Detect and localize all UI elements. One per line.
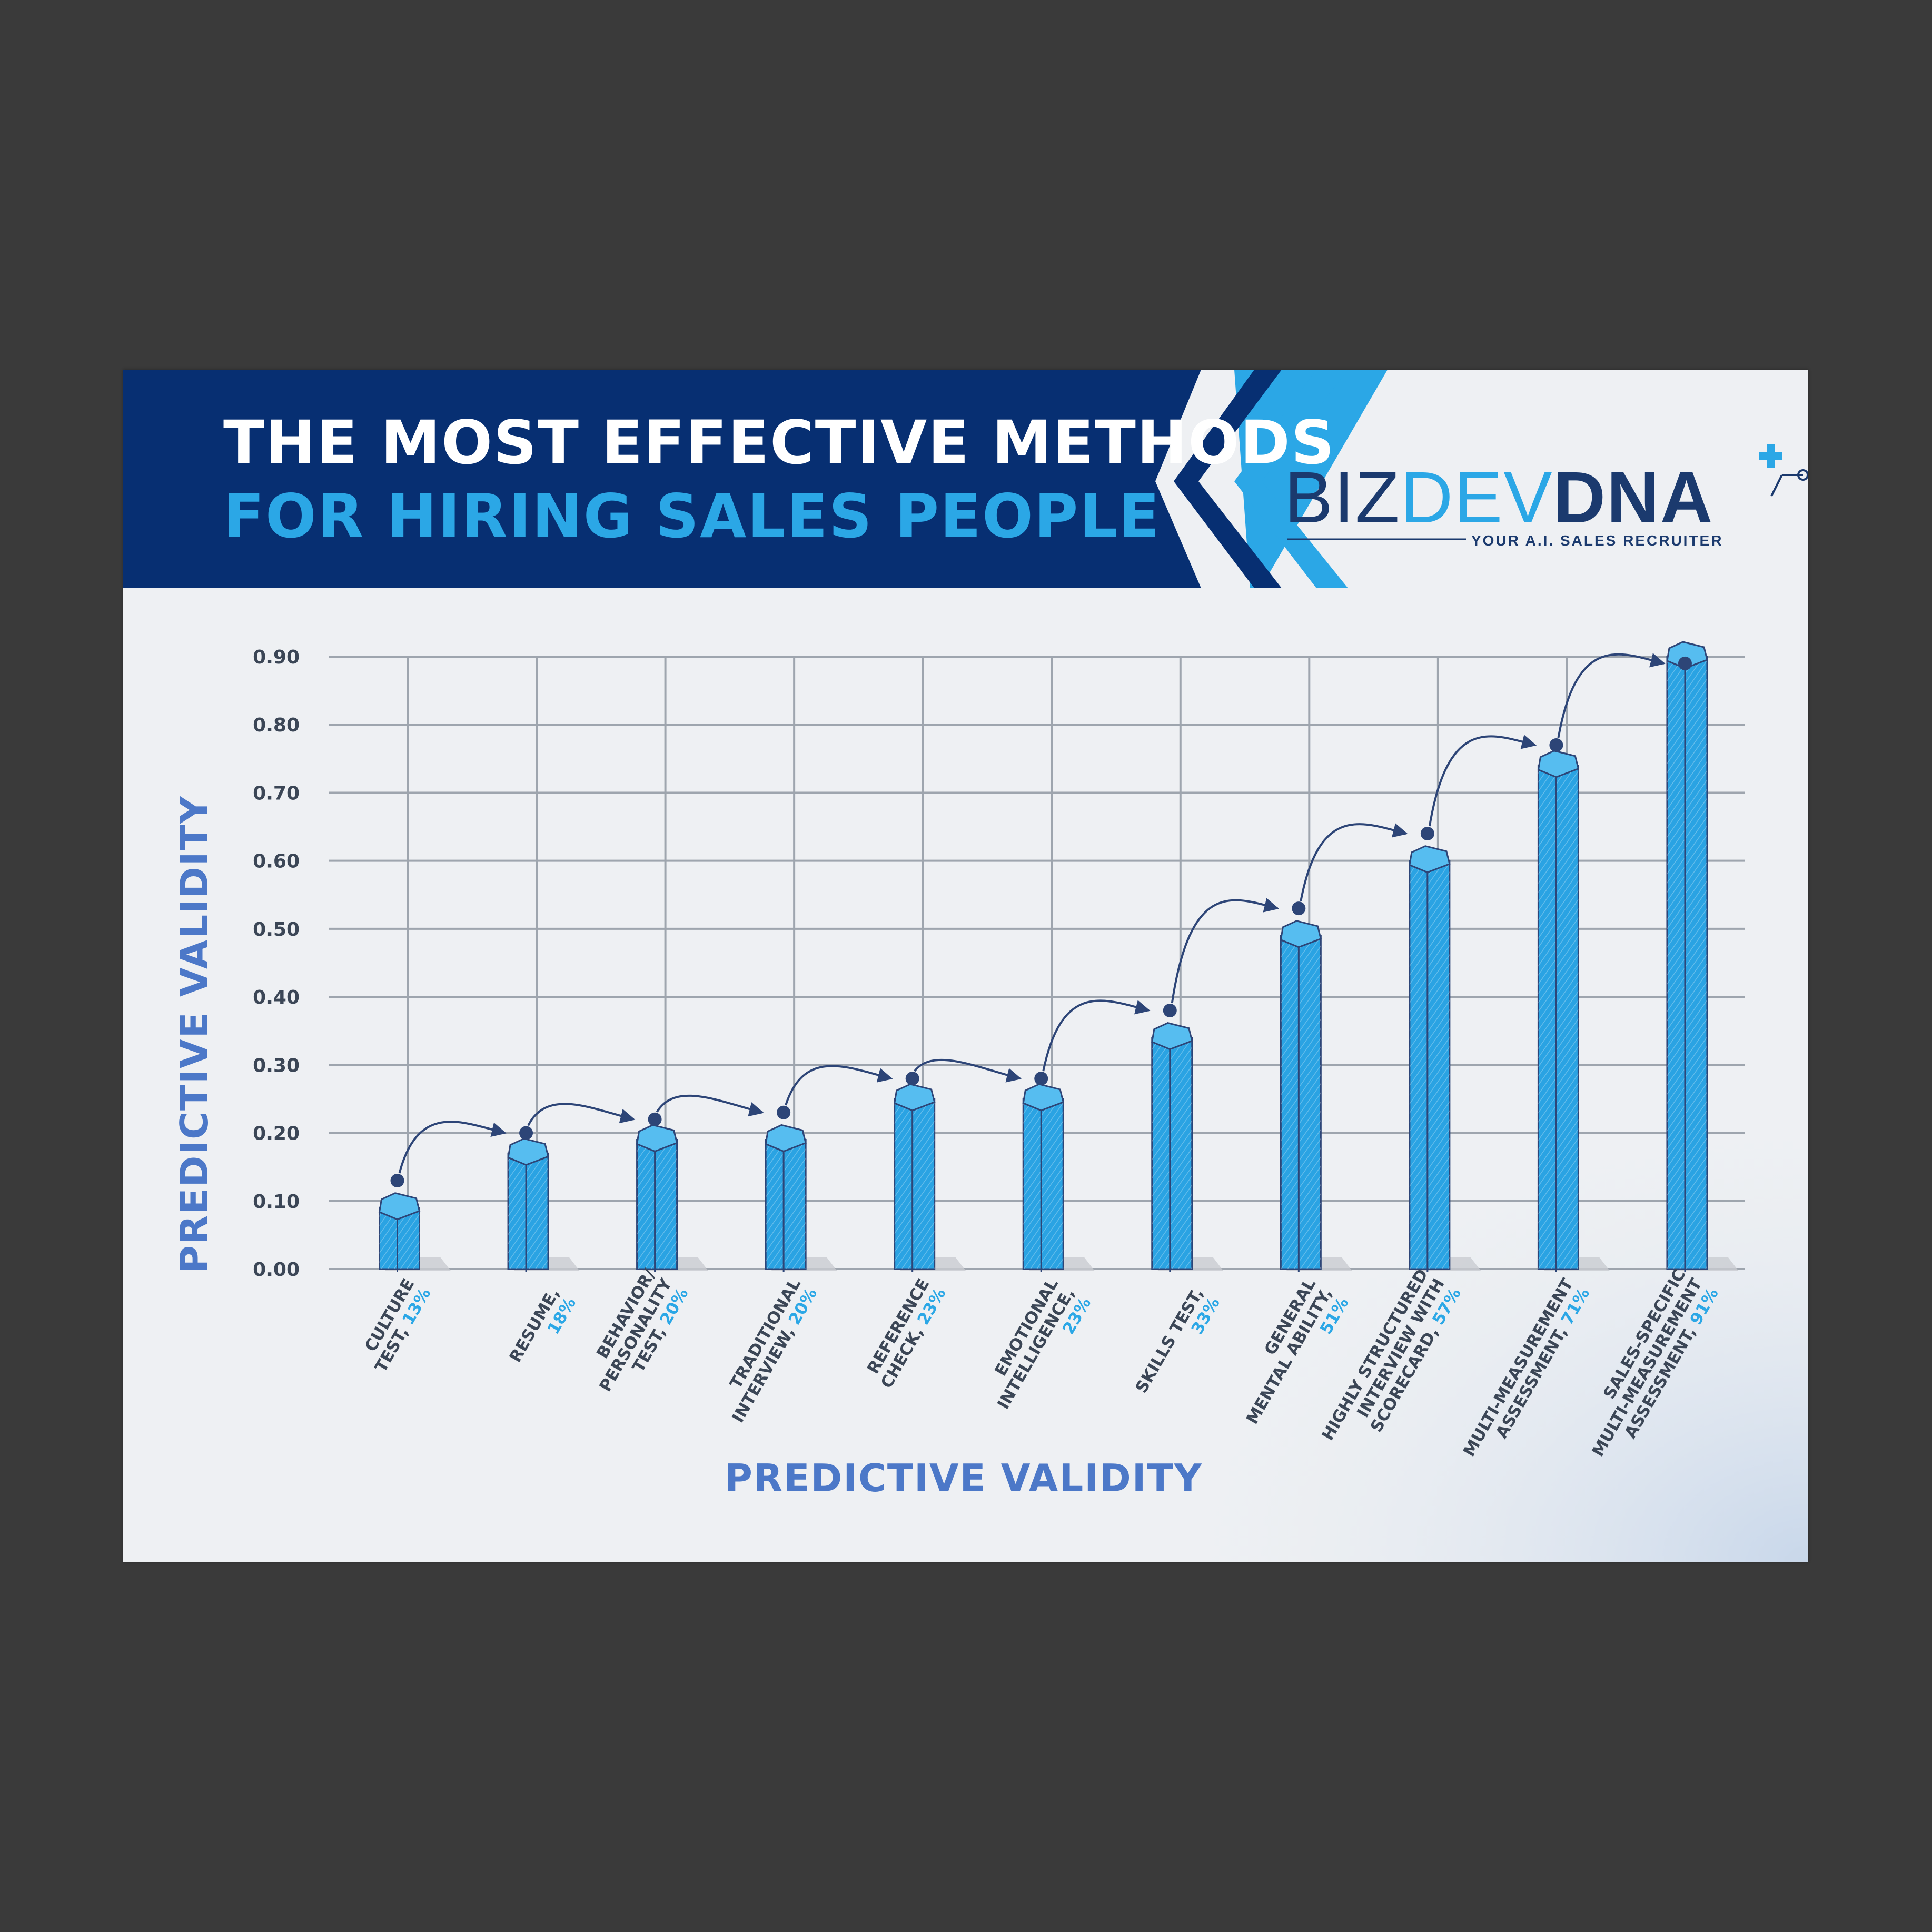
trend-marker — [905, 1072, 919, 1086]
bar-hatch — [1023, 1098, 1064, 1269]
y-tick-label: 0.40 — [253, 987, 300, 1008]
bar-hatch — [1538, 765, 1579, 1269]
bar — [894, 1083, 966, 1272]
bar-cap — [636, 1124, 678, 1153]
trend-arrows — [390, 653, 1692, 1188]
trend-arrow — [1171, 898, 1280, 1004]
y-tick-label: 0.70 — [253, 782, 300, 804]
trend-arrow — [1557, 653, 1666, 738]
y-tick-label: 0.50 — [253, 919, 300, 940]
trend-marker — [777, 1105, 791, 1119]
bar-cap — [1022, 1083, 1065, 1112]
trend-arrow — [656, 1094, 764, 1117]
bar — [1022, 1083, 1095, 1272]
trend-marker — [1163, 1003, 1177, 1017]
trend-arrow — [1428, 735, 1537, 827]
trend-arrow — [1300, 823, 1408, 901]
bar-cap — [894, 1083, 936, 1112]
bar — [1666, 641, 1739, 1272]
bar — [1151, 1022, 1224, 1272]
bar-hatch — [1667, 657, 1707, 1269]
chevron-light — [1234, 370, 1348, 588]
logo-dev: DEV — [1401, 457, 1553, 538]
trend-marker — [519, 1126, 533, 1140]
chevron-dark — [1174, 370, 1282, 588]
brand-logo: BIZDEVDNA YOUR A.I. SALES RECRUITER — [1284, 444, 1808, 549]
trend-arrow — [398, 1121, 507, 1174]
trend-arrow — [1042, 999, 1151, 1072]
bar — [1409, 845, 1481, 1272]
bar — [378, 1192, 451, 1272]
y-tick-label: 0.00 — [253, 1259, 300, 1281]
plus-network-icon — [1759, 444, 1808, 497]
bar-cap — [378, 1192, 421, 1221]
bar-cap — [765, 1124, 807, 1153]
banner-panel — [123, 370, 1201, 588]
chart: THE MOST EFFECTIVE METHODS FOR HIRING SA… — [123, 370, 1808, 1562]
bar-hatch — [894, 1098, 935, 1269]
bar-cap — [1280, 920, 1322, 948]
bar — [1280, 920, 1353, 1272]
y-axis-ticks: 0.00 0.10 0.20 0.30 0.40 0.50 0.60 0.70 0.80 0.90 — [253, 647, 300, 1281]
trend-marker — [390, 1174, 404, 1188]
logo-tagline: YOUR A.I. SALES RECRUITER — [1471, 532, 1723, 549]
trend-marker — [648, 1112, 662, 1126]
trend-arrow — [527, 1103, 636, 1126]
bars — [378, 641, 1739, 1272]
bar — [765, 1124, 838, 1272]
trend-arrow — [785, 1065, 893, 1106]
y-tick-label: 0.30 — [253, 1055, 300, 1076]
y-axis-title: PREDICTIVE VALIDITY — [172, 795, 216, 1273]
y-tick-label: 0.10 — [253, 1191, 300, 1213]
logo-wordmark: BIZDEVDNA — [1284, 457, 1713, 538]
trend-marker — [1034, 1072, 1048, 1086]
logo-dna: DNA — [1553, 457, 1713, 538]
y-tick-label: 0.90 — [253, 647, 300, 668]
title-line-2: FOR HIRING SALES PEOPLE — [223, 481, 1161, 551]
bar-cap — [1537, 750, 1580, 778]
bar-hatch — [766, 1140, 806, 1269]
infographic-card: THE MOST EFFECTIVE METHODS FOR HIRING SA… — [123, 370, 1808, 1562]
bar-cap — [1409, 845, 1451, 874]
bar-cap — [1151, 1022, 1193, 1051]
bar-hatch — [1409, 860, 1450, 1269]
bar — [507, 1137, 580, 1272]
title-line-1: THE MOST EFFECTIVE METHODS — [223, 408, 1335, 478]
bar — [636, 1124, 709, 1272]
y-tick-label: 0.60 — [253, 851, 300, 873]
trend-marker — [1678, 656, 1692, 670]
trend-marker — [1292, 901, 1306, 916]
trend-arrow — [914, 1059, 1022, 1083]
y-tick-label: 0.80 — [253, 715, 300, 736]
bar-cap — [507, 1137, 549, 1166]
trend-marker — [1549, 738, 1563, 752]
bar-hatch — [508, 1153, 549, 1269]
trend-marker — [1420, 826, 1434, 840]
bar-hatch — [1152, 1037, 1192, 1269]
x-axis-title: PREDICTIVE VALIDITY — [725, 1456, 1203, 1500]
bar-hatch — [1281, 935, 1321, 1269]
y-tick-label: 0.20 — [253, 1123, 300, 1145]
header-banner: THE MOST EFFECTIVE METHODS FOR HIRING SA… — [123, 370, 1388, 588]
logo-biz: BIZ — [1284, 457, 1401, 538]
bar — [1537, 750, 1610, 1272]
bar-hatch — [637, 1140, 677, 1269]
